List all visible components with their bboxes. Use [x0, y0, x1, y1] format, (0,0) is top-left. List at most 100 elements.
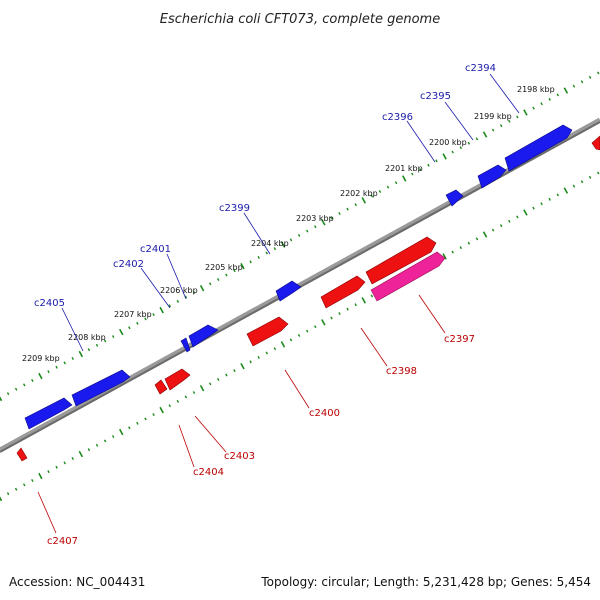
gene-label-c2394[interactable]: c2394 [465, 63, 496, 74]
gene-c2395[interactable] [477, 164, 507, 189]
outer-tick [516, 115, 519, 119]
inner-tick [475, 237, 479, 241]
gene-c2400[interactable] [246, 316, 289, 347]
outer-tick [199, 285, 205, 292]
outer-tick [176, 299, 180, 303]
outer-tick [95, 343, 99, 347]
outer-tick [508, 119, 511, 123]
kbp-label-2200: 2200 kbp [429, 138, 467, 147]
inner-tick [467, 241, 471, 245]
outer-tick [354, 203, 357, 207]
outer-tick [257, 255, 260, 259]
inner-tick [103, 439, 107, 443]
inner-tick [516, 215, 519, 219]
accession-text: Accession: NC_004431 [9, 575, 145, 589]
gene-c2394[interactable] [504, 124, 573, 172]
outer-tick [216, 277, 220, 281]
gene-label-c2404[interactable]: c2404 [193, 467, 224, 478]
inner-tick [580, 180, 584, 184]
outer-tick [580, 80, 584, 84]
forward-gene-labels: c2394 c2395 c2396 c2399 c2401 c2402 c240… [34, 63, 496, 309]
gene-c2405[interactable] [24, 397, 73, 430]
gene-label-c2395[interactable]: c2395 [420, 91, 451, 102]
outer-tick [386, 185, 390, 189]
gene-label-c2403[interactable]: c2403 [224, 451, 255, 462]
outer-tick [119, 328, 124, 336]
inner-tick [111, 435, 115, 439]
gene-c2403[interactable] [164, 368, 191, 391]
kbp-label-2203: 2203 kbp [296, 214, 334, 223]
gene-c2397[interactable] [370, 251, 446, 302]
inner-tick [370, 294, 374, 298]
gene-label-c2396[interactable]: c2396 [382, 112, 413, 123]
outer-tick [419, 168, 422, 172]
inner-tick [354, 303, 357, 307]
inner-tick [176, 399, 180, 403]
inner-tick [0, 496, 3, 502]
gene-c2401[interactable] [188, 324, 219, 348]
gene-label-c2400[interactable]: c2400 [309, 408, 340, 419]
inner-tick [257, 355, 260, 359]
outer-tick [491, 128, 495, 132]
outer-tick-row [0, 71, 600, 402]
inner-tick [273, 347, 277, 351]
outer-tick [556, 93, 560, 97]
reverse-gene-labels: c2397 c2398 c2400 c2403 c2404 c2407 [47, 334, 475, 547]
outer-tick [540, 102, 543, 106]
kbp-label-2198: 2198 kbp [517, 85, 555, 94]
gene-c2398-b[interactable] [365, 236, 437, 285]
gene-label-c2397[interactable]: c2397 [444, 334, 475, 345]
outer-tick [240, 263, 245, 270]
inner-tick [548, 197, 551, 201]
inner-tick [346, 307, 349, 311]
outer-tick [265, 251, 269, 255]
inner-tick [305, 329, 309, 333]
gene-c2405-b[interactable] [71, 369, 131, 407]
outer-tick [87, 348, 91, 352]
inner-tick [556, 193, 560, 197]
inner-tick [233, 369, 236, 373]
inner-tick [38, 472, 43, 480]
outer-tick [378, 190, 382, 194]
outer-tick [330, 216, 333, 220]
outer-tick [394, 181, 398, 185]
inner-tick [265, 351, 269, 355]
outer-tick [63, 361, 66, 365]
gene-label-c2405[interactable]: c2405 [34, 298, 65, 309]
gene-label-c2407[interactable]: c2407 [47, 536, 78, 547]
outer-tick [313, 225, 317, 229]
gene-c2399[interactable] [275, 280, 302, 302]
kbp-label-2201: 2201 kbp [385, 164, 423, 173]
map-title: Escherichia coli CFT073, complete genome [160, 12, 440, 27]
outer-tick [305, 229, 309, 233]
gene-c2402[interactable] [180, 337, 191, 353]
inner-tick [313, 325, 317, 329]
inner-tick [289, 338, 293, 342]
inner-tick-row [0, 171, 600, 502]
outer-tick [297, 233, 301, 237]
outer-tick [144, 317, 147, 321]
outer-tick [499, 124, 503, 128]
gene-c2396[interactable] [445, 189, 464, 207]
gene-c2404[interactable] [154, 379, 168, 395]
gene-label-c2401[interactable]: c2401 [140, 244, 171, 255]
outer-tick [361, 197, 367, 204]
gene-c2407[interactable] [16, 447, 28, 462]
outer-tick [548, 97, 551, 101]
gene-label-c2399[interactable]: c2399 [219, 203, 250, 214]
gene-label-c2398[interactable]: c2398 [386, 366, 417, 377]
gene-c2398[interactable] [320, 275, 366, 309]
inner-tick [240, 363, 245, 370]
inner-tick [136, 421, 139, 425]
outer-tick [427, 163, 430, 167]
inner-tick [31, 478, 34, 482]
gene-label-c2402[interactable]: c2402 [113, 259, 144, 270]
kbp-label-2202: 2202 kbp [340, 189, 378, 198]
inner-tick [523, 209, 528, 216]
outer-tick [136, 321, 139, 325]
outer-tick [71, 356, 75, 360]
inner-tick [144, 417, 147, 421]
gene-right-edge[interactable] [591, 135, 600, 151]
inner-tick [596, 171, 600, 175]
